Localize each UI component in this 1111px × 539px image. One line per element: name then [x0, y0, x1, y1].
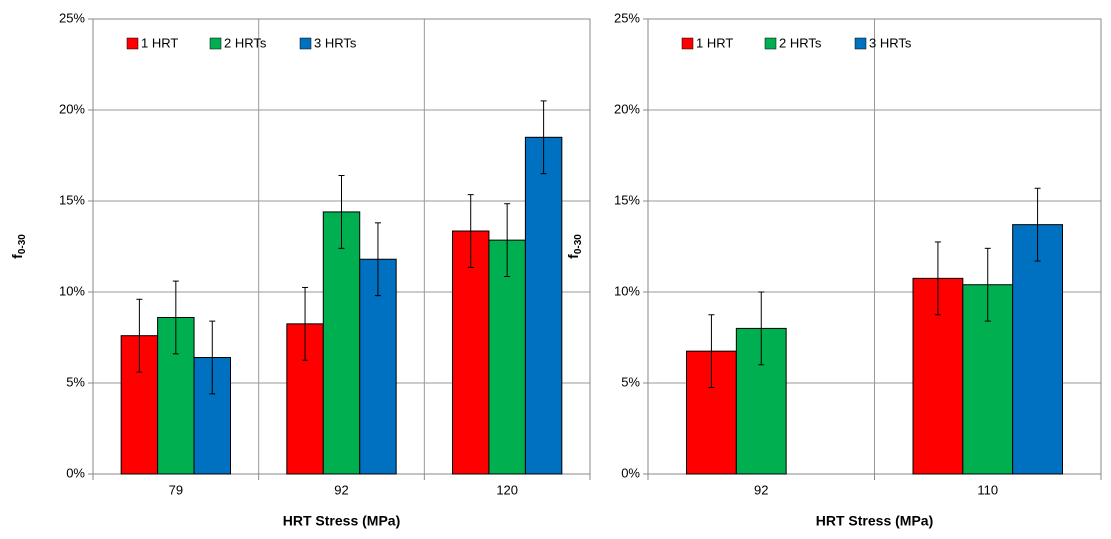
legend-label: 1 HRT [696, 35, 733, 50]
legend-swatch [299, 37, 312, 50]
error-bar [708, 314, 715, 389]
error-bar [374, 222, 381, 297]
error-bar [302, 286, 309, 361]
x-tick-label: 110 [977, 482, 998, 497]
error-bar [172, 280, 179, 355]
legend-swatch [764, 37, 777, 50]
x-tick-label: 92 [754, 482, 768, 497]
y-tick-label: 20% [59, 101, 85, 116]
bar [488, 239, 526, 475]
error-bar [338, 175, 345, 249]
legend-swatch [209, 37, 222, 50]
bar [322, 211, 361, 475]
legend-swatch [854, 37, 867, 50]
legend-label: 2 HRTs [779, 35, 822, 50]
error-bar [504, 203, 511, 278]
error-bar [540, 100, 547, 175]
y-tick-label: 10% [614, 283, 640, 298]
x-tick-label: 92 [334, 482, 348, 497]
x-axis-label: HRT Stress (MPa) [816, 513, 933, 529]
y-axis-label: f0-30 [9, 234, 28, 259]
y-tick-label: 5% [66, 374, 85, 389]
bar [1012, 224, 1063, 475]
x-tick-label: 120 [496, 482, 518, 497]
y-tick-label: 10% [59, 283, 85, 298]
legend-label: 1 HRT [141, 35, 178, 50]
x-axis-label: HRT Stress (MPa) [283, 513, 400, 529]
error-bar [209, 320, 216, 395]
error-bar [467, 194, 474, 268]
y-axis-label-main: f [565, 254, 581, 259]
y-tick-label: 25% [59, 10, 85, 25]
y-tick-label: 15% [59, 192, 85, 207]
legend-label: 3 HRTs [314, 35, 357, 50]
y-axis-label: f0-30 [565, 234, 584, 259]
error-bar [1034, 187, 1041, 262]
plot-frame [647, 18, 1102, 475]
y-axis-label-sub: 0-30 [17, 234, 28, 254]
y-tick-label: 20% [614, 101, 640, 116]
y-tick-label: 5% [621, 374, 640, 389]
x-tick-label: 79 [169, 482, 183, 497]
legend-label: 3 HRTs [869, 35, 912, 50]
error-bar [984, 247, 991, 322]
legend-swatch [681, 37, 694, 50]
error-bar [758, 291, 765, 366]
legend-swatch [126, 37, 139, 50]
y-tick-label: 0% [66, 465, 85, 480]
y-tick-label: 25% [614, 10, 640, 25]
error-bar [934, 241, 941, 316]
legend-label: 2 HRTs [224, 35, 267, 50]
y-axis-label-sub: 0-30 [573, 234, 584, 254]
y-tick-label: 15% [614, 192, 640, 207]
y-axis-label-main: f [9, 254, 25, 259]
y-tick-label: 0% [621, 465, 640, 480]
bar [524, 136, 563, 475]
error-bar [136, 298, 143, 373]
